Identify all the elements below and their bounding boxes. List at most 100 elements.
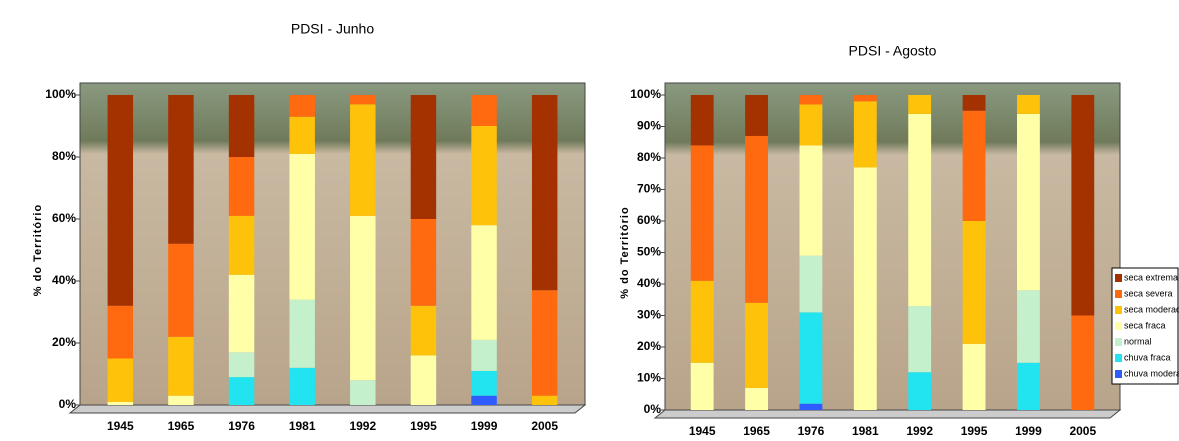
y-tick-label: 50% bbox=[637, 245, 661, 259]
bar-segment bbox=[350, 380, 375, 405]
x-tick-label: 1995 bbox=[410, 419, 437, 433]
x-tick-label: 1981 bbox=[852, 424, 879, 438]
x-tick-label: 1976 bbox=[228, 419, 255, 433]
bar-segment bbox=[745, 136, 768, 303]
plot-floor bbox=[70, 405, 585, 413]
x-tick-label: 1999 bbox=[1015, 424, 1042, 438]
bar-segment bbox=[800, 104, 823, 145]
chart: PDSI - Junho% do Território0%20%40%60%80… bbox=[0, 0, 1179, 441]
y-tick-label: 0% bbox=[59, 397, 77, 411]
bar-segment bbox=[908, 95, 931, 114]
legend-label: chuva moderada bbox=[1124, 368, 1179, 378]
bar-segment bbox=[229, 377, 254, 405]
bar-segment bbox=[411, 306, 436, 356]
bar-segment bbox=[168, 95, 193, 244]
legend-label: seca fraca bbox=[1124, 320, 1166, 330]
bar-segment bbox=[289, 154, 314, 300]
bar-segment bbox=[229, 95, 254, 157]
bar-segment bbox=[411, 95, 436, 219]
bar-segment bbox=[745, 303, 768, 388]
y-tick-label: 80% bbox=[637, 150, 661, 164]
y-tick-label: 90% bbox=[637, 119, 661, 133]
bar-segment bbox=[168, 244, 193, 337]
bar-segment bbox=[691, 281, 714, 363]
x-tick-label: 1981 bbox=[289, 419, 316, 433]
legend-label: chuva fraca bbox=[1124, 352, 1171, 362]
bar-segment bbox=[908, 372, 931, 410]
x-tick-label: 1965 bbox=[168, 419, 195, 433]
y-tick-label: 10% bbox=[637, 371, 661, 385]
bar-segment bbox=[532, 95, 557, 290]
bar-segment bbox=[963, 95, 986, 111]
bar-segment bbox=[963, 111, 986, 221]
plot-background bbox=[665, 83, 1120, 410]
bar-segment bbox=[1071, 316, 1094, 411]
bar-segment bbox=[108, 95, 133, 306]
legend-swatch bbox=[1115, 322, 1122, 330]
bar-segment bbox=[800, 312, 823, 403]
bar-segment bbox=[289, 368, 314, 405]
y-tick-label: 100% bbox=[45, 87, 76, 101]
bar-segment bbox=[908, 306, 931, 372]
bar-segment bbox=[108, 359, 133, 402]
bar-segment bbox=[471, 396, 496, 405]
bar-segment bbox=[1017, 290, 1040, 362]
bar-segment bbox=[471, 225, 496, 340]
legend-swatch bbox=[1115, 370, 1122, 378]
y-tick-label: 0% bbox=[644, 402, 662, 416]
bar-segment bbox=[691, 145, 714, 280]
bar-segment bbox=[691, 363, 714, 410]
bar-segment bbox=[229, 275, 254, 353]
legend-label: normal bbox=[1124, 336, 1152, 346]
plot-background bbox=[80, 83, 585, 405]
bar-segment bbox=[108, 306, 133, 359]
bar-segment bbox=[229, 352, 254, 377]
y-axis-label: % do Território bbox=[32, 204, 44, 296]
y-axis-label: % do Território bbox=[619, 206, 631, 298]
bar-segment bbox=[471, 95, 496, 126]
bar-segment bbox=[800, 95, 823, 104]
legend-swatch bbox=[1115, 338, 1122, 346]
bar-segment bbox=[168, 396, 193, 405]
bar-segment bbox=[108, 402, 133, 405]
legend-swatch bbox=[1115, 290, 1122, 298]
x-tick-label: 1976 bbox=[798, 424, 825, 438]
y-tick-label: 60% bbox=[637, 213, 661, 227]
y-tick-label: 80% bbox=[52, 149, 76, 163]
chart-title: PDSI - Agosto bbox=[849, 43, 937, 59]
y-tick-label: 20% bbox=[637, 339, 661, 353]
bar-segment bbox=[800, 404, 823, 410]
bar-segment bbox=[963, 344, 986, 410]
plot-floor bbox=[655, 410, 1120, 418]
bar-segment bbox=[411, 219, 436, 306]
x-tick-label: 2005 bbox=[1069, 424, 1096, 438]
x-tick-label: 1945 bbox=[689, 424, 716, 438]
legend-swatch bbox=[1115, 274, 1122, 282]
bar-segment bbox=[854, 101, 877, 167]
y-tick-label: 30% bbox=[637, 308, 661, 322]
x-tick-label: 1945 bbox=[107, 419, 134, 433]
bar-segment bbox=[963, 221, 986, 344]
bar-segment bbox=[800, 145, 823, 255]
bar-segment bbox=[350, 95, 375, 104]
x-tick-label: 1992 bbox=[349, 419, 376, 433]
bar-segment bbox=[471, 371, 496, 396]
legend-swatch bbox=[1115, 354, 1122, 362]
bar-segment bbox=[908, 114, 931, 306]
y-tick-label: 40% bbox=[637, 276, 661, 290]
y-tick-label: 60% bbox=[52, 211, 76, 225]
bar-segment bbox=[471, 340, 496, 371]
bar-segment bbox=[471, 126, 496, 225]
bar-segment bbox=[229, 157, 254, 216]
bar-segment bbox=[168, 337, 193, 396]
bar-segment bbox=[745, 388, 768, 410]
x-tick-label: 1992 bbox=[906, 424, 933, 438]
y-tick-label: 40% bbox=[52, 273, 76, 287]
bar-segment bbox=[854, 95, 877, 101]
x-tick-label: 1995 bbox=[961, 424, 988, 438]
legend-label: seca extrema bbox=[1124, 272, 1178, 282]
bar-segment bbox=[691, 95, 714, 145]
bar-segment bbox=[289, 300, 314, 368]
legend-swatch bbox=[1115, 306, 1122, 314]
bar-segment bbox=[532, 290, 557, 395]
